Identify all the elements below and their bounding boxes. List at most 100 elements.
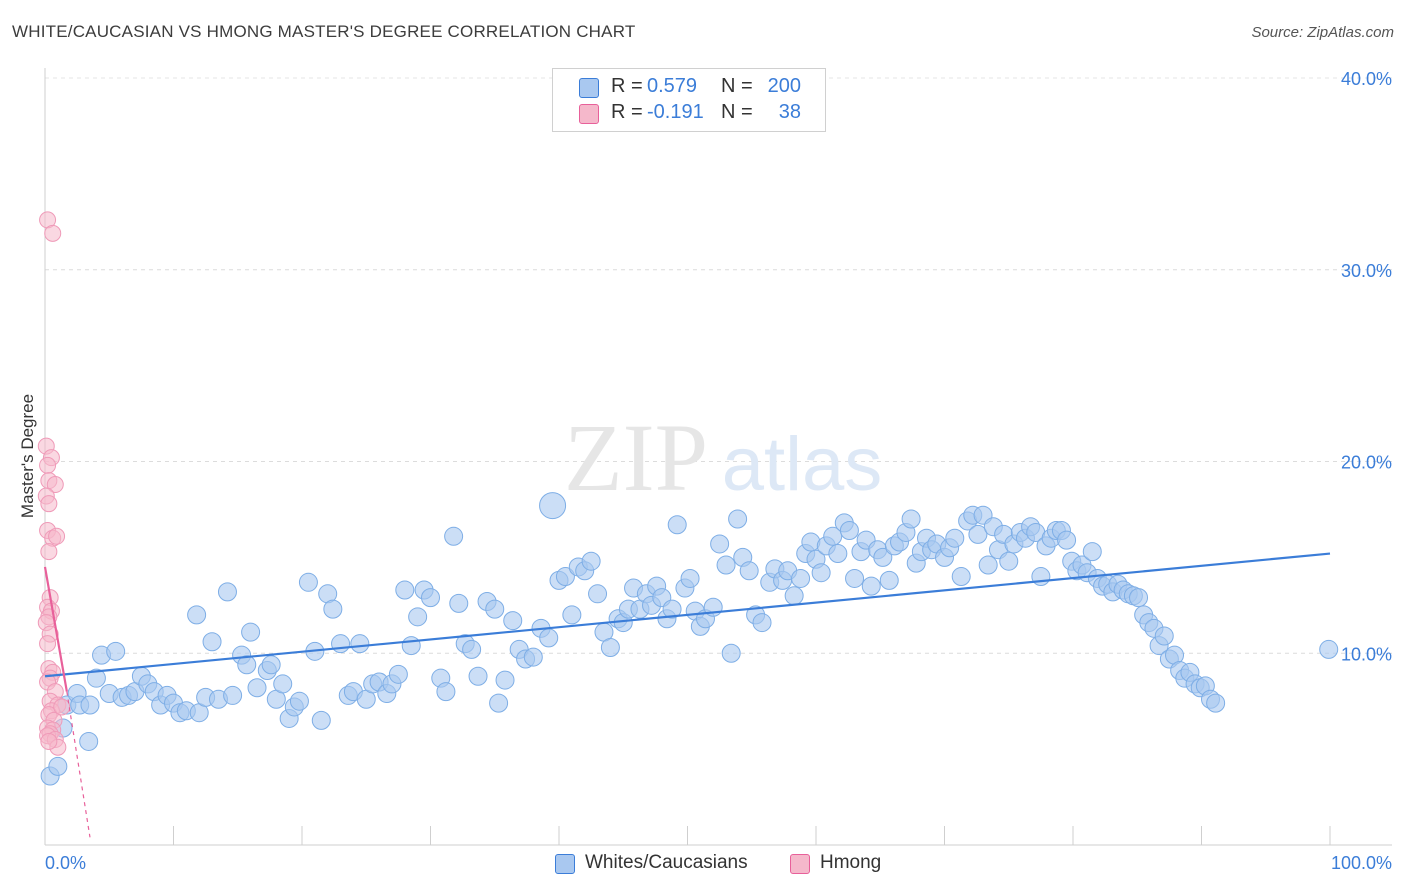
points-hmong [37,211,71,756]
point-hmong [40,543,58,561]
point-whites [1154,626,1174,646]
point-whites [600,637,620,657]
point-whites [539,628,559,648]
point-whites [945,528,965,548]
point-hmong [39,635,57,653]
chart-title: WHITE/CAUCASIAN VS HMONG MASTER'S DEGREE… [12,22,636,41]
legend-n-label: N = [721,75,753,97]
point-whites [323,599,343,619]
point-whites [662,599,682,619]
point-whites [1082,542,1102,562]
point-whites [721,643,741,663]
point-whites [237,655,257,675]
point-whites [823,526,843,546]
point-hmong [40,495,58,513]
point-whites [401,636,421,656]
point-whites [811,563,831,583]
legend-n-label: N = [721,101,753,123]
point-whites [388,664,408,684]
point-whites [784,586,804,606]
point-whites [485,599,505,619]
legend-n-value: 200 [767,75,801,97]
legend-r-value: 0.579 [647,75,698,97]
y-tick-label: 30.0% [1341,261,1392,281]
point-whites [879,570,899,590]
y-axis-label: Master's Degree [18,394,37,518]
point-whites [79,731,99,751]
point-whites [710,534,730,554]
point-whites [839,521,859,541]
point-whites [539,492,567,520]
point-whites [468,666,488,686]
point-whites [999,551,1019,571]
point-hmong [39,456,57,474]
legend-row-whites: R = 0.579 N = 200 [553,75,823,101]
point-whites [752,613,772,633]
point-whites [1129,588,1149,608]
point-whites [581,551,601,571]
point-whites [436,682,456,702]
point-whites [449,593,469,613]
point-whites [202,632,222,652]
point-whites [247,678,267,698]
point-whites [503,611,523,631]
point-whites [86,668,106,688]
point-whites [48,756,68,776]
point-whites [444,526,464,546]
point-whites [667,515,687,535]
tick-labels: 10.0% 20.0% 30.0% 40.0% 0.0% 100.0% [45,69,1392,873]
trendline-hmong-extension [66,691,91,838]
point-whites [273,674,293,694]
point-whites [241,622,261,642]
point-whites [873,547,893,567]
bottom-legend-label-hmong: Hmong [820,852,882,873]
point-whites [968,524,988,544]
point-whites [828,544,848,564]
point-whites [523,647,543,667]
bottom-legend-swatch-hmong [790,854,810,874]
legend-r-label: R = [611,75,643,97]
point-whites [739,561,759,581]
trendline-hmong [43,566,68,692]
point-whites [289,691,309,711]
point-whites [462,639,482,659]
legend-swatch-hmong [579,104,599,124]
point-whites [680,568,700,588]
legend-swatch-whites [579,78,599,98]
x-tick-label: 0.0% [45,853,86,873]
legend-n-value: 38 [778,101,801,123]
axes [44,68,1392,846]
trend-lines [43,552,1331,838]
bottom-legend-swatch-whites [555,854,575,874]
point-whites [1319,639,1339,659]
point-whites [562,605,582,625]
point-whites [187,605,207,625]
point-whites [80,695,100,715]
point-hmong [53,698,71,716]
x-tick-label: 100.0% [1331,853,1392,873]
point-hmong [40,732,58,750]
point-whites [217,582,237,602]
point-whites [845,568,865,588]
trendline-whites [44,552,1331,678]
legend-r-label: R = [611,101,643,123]
point-hmong [44,224,62,242]
point-whites [555,567,575,587]
y-tick-label: 10.0% [1341,644,1392,664]
watermark-zip: ZIP [564,404,708,511]
point-whites [298,572,318,592]
point-whites [791,568,811,588]
point-whites [408,607,428,627]
point-whites [1206,693,1226,713]
point-whites [728,509,748,529]
point-hmong [46,476,64,494]
point-whites [489,693,509,713]
y-tick-label: 20.0% [1341,453,1392,473]
bottom-legend-label-whites: Whites/Caucasians [585,852,748,873]
point-whites [716,555,736,575]
point-whites [395,580,415,600]
point-whites [261,655,281,675]
point-whites [861,576,881,596]
watermark-atlas: atlas [722,422,883,507]
